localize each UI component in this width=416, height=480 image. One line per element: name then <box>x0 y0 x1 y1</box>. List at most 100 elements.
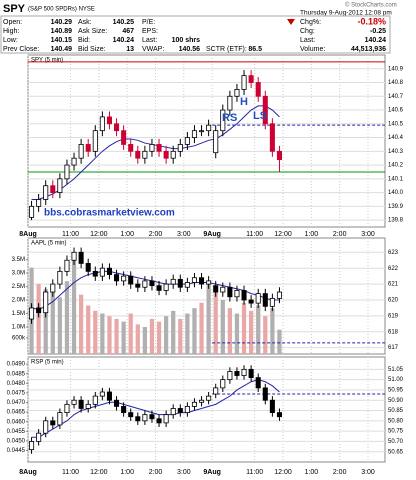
y2-tick-label: 0.0490 <box>7 362 26 368</box>
moving-average <box>31 379 280 438</box>
y-tick-label: 50.95 <box>388 388 404 394</box>
quote-value: 140.89 <box>51 28 73 35</box>
quote-label: Prev Close: <box>3 46 39 53</box>
candle-body <box>43 291 49 314</box>
candle-body <box>36 307 42 314</box>
candle-body <box>276 412 282 418</box>
candle-body <box>50 283 56 293</box>
candle-body <box>135 416 141 422</box>
candle-body <box>99 267 105 277</box>
candle-body <box>269 399 275 413</box>
x-tick-label: 2:00 <box>333 469 347 476</box>
y-tick-label: 140.9 <box>388 66 404 72</box>
candle-body <box>29 307 35 320</box>
candle-body <box>92 395 98 405</box>
candle-body <box>227 286 233 298</box>
candle-body <box>170 278 176 285</box>
y2-tick-label: 0.0475 <box>7 390 26 396</box>
candle-body <box>220 109 226 132</box>
volume-bar <box>185 313 190 354</box>
candle-body <box>43 420 49 434</box>
y2-tick-label: 0.0445 <box>7 448 26 454</box>
candle-body <box>220 379 226 389</box>
candle-body <box>206 395 212 401</box>
quote-value: 467 <box>122 28 134 35</box>
candle-body <box>92 130 98 152</box>
candle-body <box>241 75 247 90</box>
quote-label: P/E: <box>142 19 155 26</box>
y-tick-label: 140.4 <box>388 135 404 141</box>
volume-bar <box>156 321 162 354</box>
candle-body <box>36 432 42 442</box>
quote-label: EPS: <box>142 28 158 35</box>
x-tick-label: 11:00 <box>246 231 263 238</box>
candle-body <box>29 205 35 218</box>
quote-value: -0.18% <box>357 16 386 26</box>
y2-tick-label: 0.0465 <box>7 410 26 416</box>
candle-body <box>99 391 105 397</box>
x-tick-label: 11:00 <box>62 231 79 238</box>
x-tick-label: 1:00 <box>120 469 134 476</box>
candle-body <box>262 387 268 401</box>
candle-body <box>78 399 84 409</box>
candle-body <box>269 297 275 307</box>
candle-body <box>64 259 70 272</box>
volume-bar <box>192 308 197 354</box>
y-tick-label: 51.05 <box>388 367 404 373</box>
y-tick-label: 140.6 <box>388 108 404 114</box>
y-tick-label: 50.65 <box>388 449 404 455</box>
candle-body <box>36 199 42 207</box>
x-tick-label: 11:00 <box>62 469 79 476</box>
volume-bar <box>79 294 84 354</box>
candle-body <box>78 144 84 159</box>
quote-value: 140.25 <box>113 19 135 26</box>
volume-bar <box>263 316 268 354</box>
candle-body <box>248 368 254 378</box>
candle-body <box>29 441 35 451</box>
candle-body <box>85 403 91 409</box>
y2-tick-label: 0.0480 <box>7 381 26 387</box>
candle-body <box>227 371 233 381</box>
candle-body <box>135 150 141 159</box>
y-tick-label: 50.75 <box>388 429 404 435</box>
candle-body <box>64 164 70 180</box>
x-tick-label: 12:00 <box>90 231 108 238</box>
symbol: SPY <box>3 3 26 15</box>
quote-value: 140.24 <box>113 37 135 44</box>
candle-body <box>149 144 155 152</box>
candle-body <box>276 291 282 299</box>
quote-value: 44,513,936 <box>351 46 386 53</box>
candle-body <box>177 408 183 413</box>
candle-body <box>262 95 268 125</box>
y-tick-label: 140.5 <box>388 121 404 127</box>
candle-body <box>142 414 148 422</box>
quote-label: Ask: <box>78 19 92 26</box>
x-tick-label: 12:00 <box>274 231 292 238</box>
y-tick-label: 621 <box>388 282 399 288</box>
volume-bar <box>93 310 98 354</box>
candle-body <box>206 124 212 132</box>
volume-bar <box>121 321 126 354</box>
candle-body <box>57 412 63 426</box>
candle-body <box>227 95 233 111</box>
panel <box>27 356 386 463</box>
volume-bar <box>270 308 275 354</box>
candle-body <box>71 399 77 405</box>
annotation: LS <box>253 110 267 122</box>
x-tick-label: 3:00 <box>177 469 191 476</box>
volume-bar <box>128 313 133 354</box>
candle-body <box>149 280 155 287</box>
x-tick-label: 9Aug <box>203 469 221 476</box>
candle-body <box>114 274 120 282</box>
source: © StockCharts.com <box>345 2 397 9</box>
volume-bar <box>220 300 225 354</box>
y-tick-label: 140.2 <box>388 163 404 169</box>
x-tick-label: 8Aug <box>19 469 37 476</box>
candle-body <box>156 418 162 424</box>
y2-tick-label: 0.0470 <box>7 400 26 406</box>
candle-body <box>64 403 70 413</box>
y2-tick-label: 2.0M <box>12 298 25 304</box>
datetime: Thursday 9-Aug-2012 12:08 pm <box>300 10 392 17</box>
